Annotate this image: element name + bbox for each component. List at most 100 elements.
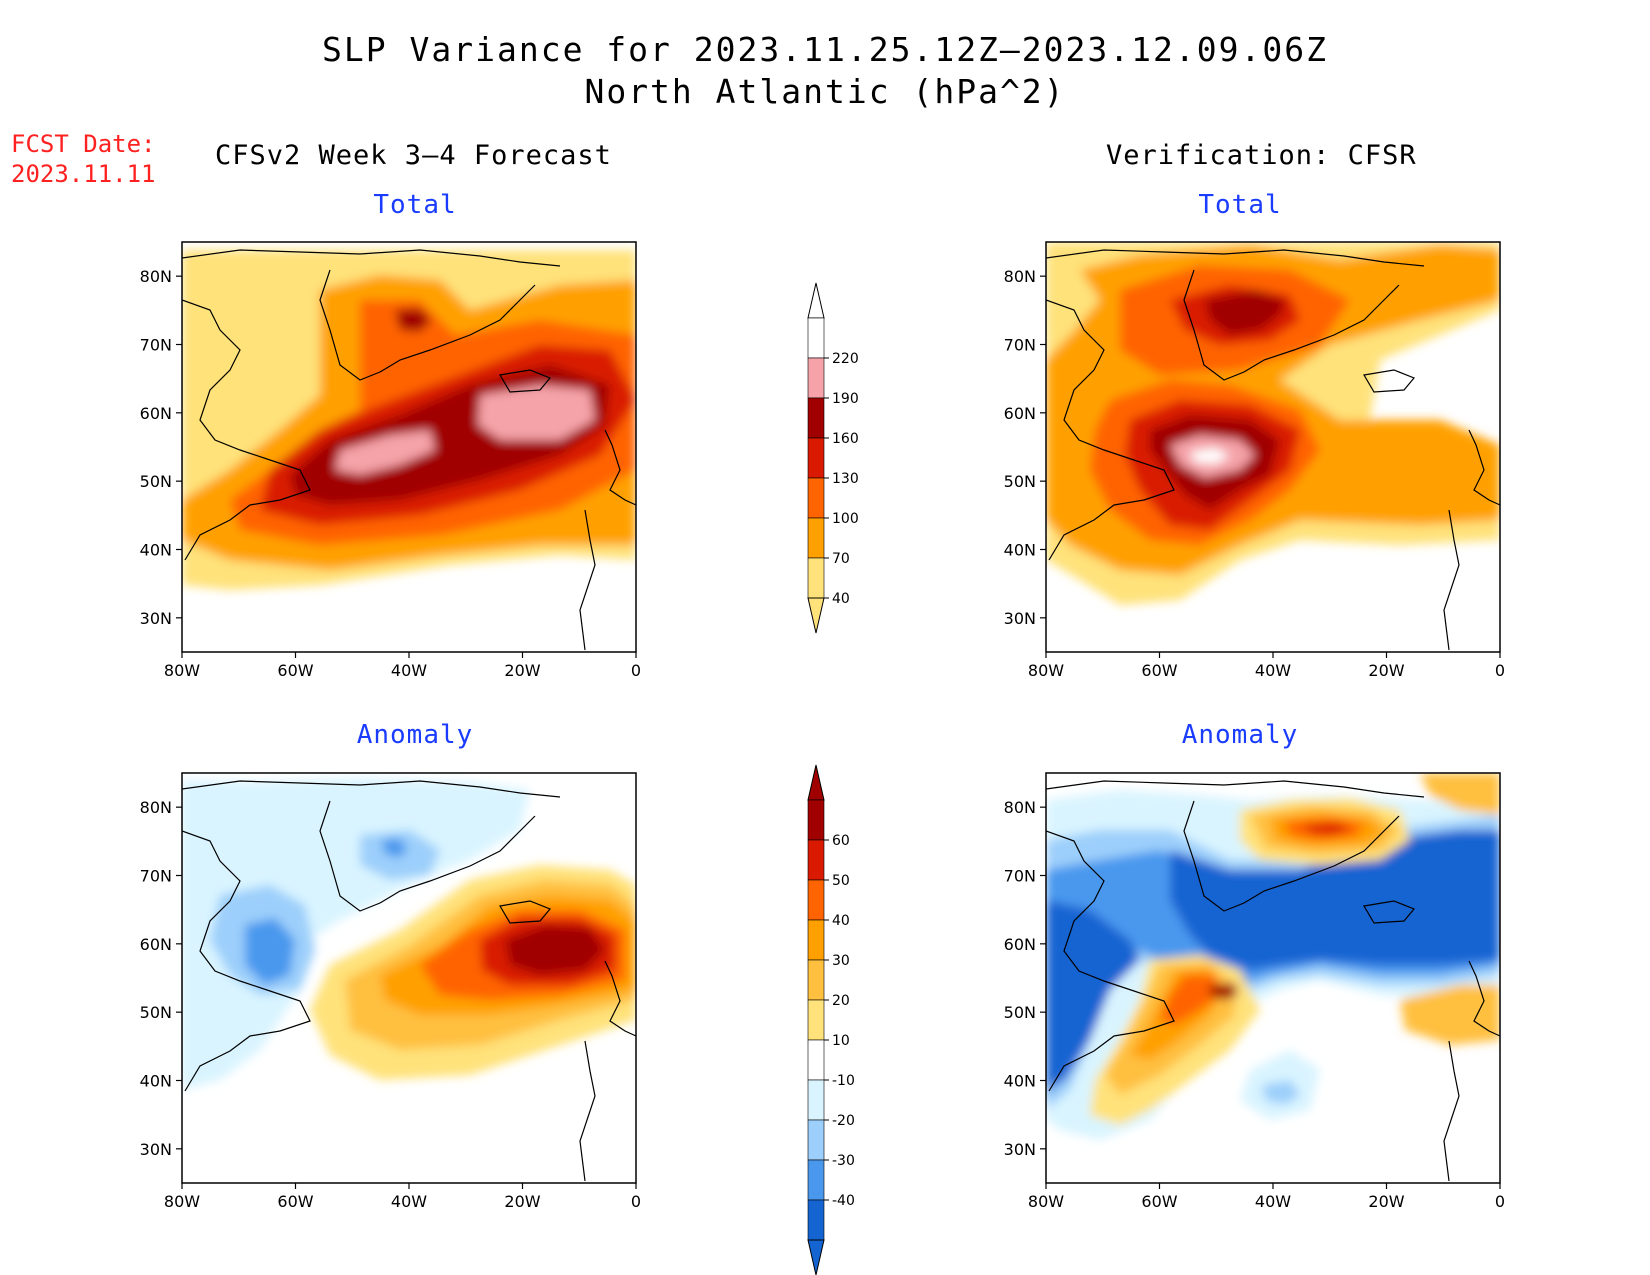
verification-anomaly-lon-label: 0 [1495, 1192, 1505, 1211]
forecast-anomaly-title: Anomaly [356, 720, 474, 750]
anomaly-colorbar-level-label: -40 [832, 1193, 855, 1209]
title-line2: North Atlantic (hPa^2) [584, 72, 1066, 111]
anomaly-colorbar-level-label: -10 [832, 1073, 855, 1089]
fcst-date-label: FCST Date: [11, 130, 156, 158]
anomaly-colorbar-swatch [807, 919, 825, 961]
contour-190a [478, 385, 595, 440]
verification-total-lat-label: 50N [1004, 472, 1036, 491]
forecast-anomaly-lat-label: 80N [140, 798, 172, 817]
forecast-total-lon-label: 20W [504, 661, 540, 680]
forecast-anomaly-lon-label: 80W [164, 1192, 200, 1211]
total-colorbar-level-label: 190 [832, 391, 859, 407]
contour-190b [335, 430, 435, 475]
anomaly-colorbar-level-label: 50 [832, 873, 850, 889]
verification-anomaly-lat-label: 70N [1004, 867, 1036, 886]
anomaly-colorbar-level-label: 30 [832, 953, 850, 969]
anomaly-colorbar-swatch [807, 839, 825, 881]
coastlines [1046, 249, 1500, 651]
total-colorbar-swatch [807, 557, 825, 599]
verification-anomaly-lon-label: 80W [1028, 1192, 1064, 1211]
contour-10-northeast [1420, 773, 1500, 815]
anomaly-colorbar-swatch [807, 1199, 825, 1241]
verification-anomaly-lat-label: 80N [1004, 798, 1036, 817]
verification-total-lon-label: 80W [1028, 661, 1064, 680]
total-colorbar: 220 190 160 130 100 70 40 [807, 282, 859, 634]
verification-anomaly-lon-label: 60W [1141, 1192, 1177, 1211]
total-colorbar-bottom-arrow [807, 597, 825, 634]
forecast-total-lat-label: 80N [140, 267, 172, 286]
forecast-anomaly-lat-label: 40N [140, 1072, 172, 1091]
forecast-anomaly-lon-label: 60W [277, 1192, 313, 1211]
contour-10-east [1400, 985, 1500, 1045]
anomaly-colorbar-swatch [807, 959, 825, 1001]
contour-neg20-south [1262, 1080, 1300, 1105]
verification-total-lat-label: 60N [1004, 404, 1036, 423]
anomaly-colorbar-level-label: -30 [832, 1153, 855, 1169]
total-colorbar-swatch [807, 397, 825, 439]
verification-anomaly-title: Anomaly [1181, 720, 1299, 750]
verification-anomaly-lat-label: 30N [1004, 1140, 1036, 1159]
forecast-anomaly-lon-label: 0 [631, 1192, 641, 1211]
verification-anomaly-lat-label: 60N [1004, 935, 1036, 954]
anomaly-colorbar-swatch [807, 799, 825, 841]
contour-60-center [1210, 983, 1238, 1000]
total-colorbar-top-arrow [807, 282, 825, 319]
forecast-anomaly-lon-label: 40W [391, 1192, 427, 1211]
contour-50-north [1305, 823, 1350, 835]
contour-neg10 [182, 778, 530, 1090]
verification-total-lon-label: 0 [1495, 661, 1505, 680]
verification-anomaly-map [1046, 773, 1500, 1183]
verification-total-map [1046, 242, 1500, 652]
colorbars: 220 190 160 130 100 70 40 60 50 40 30 20 10 -10 -20 -30… [807, 282, 859, 1275]
title-line1: SLP Variance for 2023.11.25.12Z–2023.12.… [322, 30, 1328, 69]
verification-anomaly-lon-label: 20W [1368, 1192, 1404, 1211]
anomaly-colorbar-level-label: 10 [832, 1033, 850, 1049]
left-column-title: CFSv2 Week 3–4 Forecast [215, 140, 612, 171]
verification-total-lat-label: 30N [1004, 609, 1036, 628]
total-colorbar-level-label: 40 [832, 591, 850, 607]
anomaly-colorbar-level-label: -20 [832, 1113, 855, 1129]
total-colorbar-swatch [807, 517, 825, 559]
forecast-anomaly-lat-label: 30N [140, 1140, 172, 1159]
contour-neg30-b [245, 918, 295, 985]
contour-40-center [1160, 975, 1220, 1025]
total-colorbar-swatch [807, 317, 825, 359]
contour-160-north [1205, 290, 1285, 335]
contour-60 [505, 925, 605, 975]
forecast-total-lat-label: 50N [140, 472, 172, 491]
total-colorbar-level-label: 220 [832, 351, 859, 367]
forecast-total-lat-label: 70N [140, 336, 172, 355]
forecast-anomaly-lat-label: 70N [140, 867, 172, 886]
anomaly-colorbar-level-label: 40 [832, 913, 850, 929]
coastlines [1046, 780, 1500, 1182]
total-colorbar-swatch [807, 357, 825, 399]
coastlines [182, 780, 636, 1182]
forecast-anomaly-lon-label: 20W [504, 1192, 540, 1211]
forecast-total-lat-label: 30N [140, 609, 172, 628]
anomaly-colorbar-swatch [807, 1119, 825, 1161]
total-colorbar-level-label: 70 [832, 551, 850, 567]
anomaly-colorbar-swatch [807, 999, 825, 1041]
verification-anomaly-lat-label: 40N [1004, 1072, 1036, 1091]
verification-total-lat-label: 70N [1004, 336, 1036, 355]
anomaly-colorbar-swatch [807, 1079, 825, 1121]
forecast-total-lon-label: 80W [164, 661, 200, 680]
verification-anomaly-lon-label: 40W [1255, 1192, 1291, 1211]
anomaly-colorbar: 60 50 40 30 20 10 -10 -20 -30 -40 [807, 764, 855, 1275]
forecast-total-lat-label: 40N [140, 541, 172, 560]
verification-total-lat-label: 40N [1004, 541, 1036, 560]
fcst-date-value: 2023.11.11 [11, 160, 156, 188]
verification-anomaly-lat-label: 50N [1004, 1003, 1036, 1022]
total-colorbar-level-label: 100 [832, 511, 859, 527]
forecast-anomaly-lat-label: 50N [140, 1003, 172, 1022]
forecast-total-lon-label: 0 [631, 661, 641, 680]
contour-220 [1190, 448, 1230, 464]
anomaly-colorbar-swatch [807, 1039, 825, 1081]
anomaly-colorbar-level-label: 60 [832, 833, 850, 849]
map-axes: 80N 70N 60N 50N 40N 30N 80W 60W 40W 20W 0 80N 70N 60N… [140, 267, 1505, 1211]
verification-total-lat-label: 80N [1004, 267, 1036, 286]
contour-160-greenland [395, 308, 432, 332]
forecast-anomaly-map [182, 773, 636, 1183]
anomaly-colorbar-swatch [807, 879, 825, 921]
